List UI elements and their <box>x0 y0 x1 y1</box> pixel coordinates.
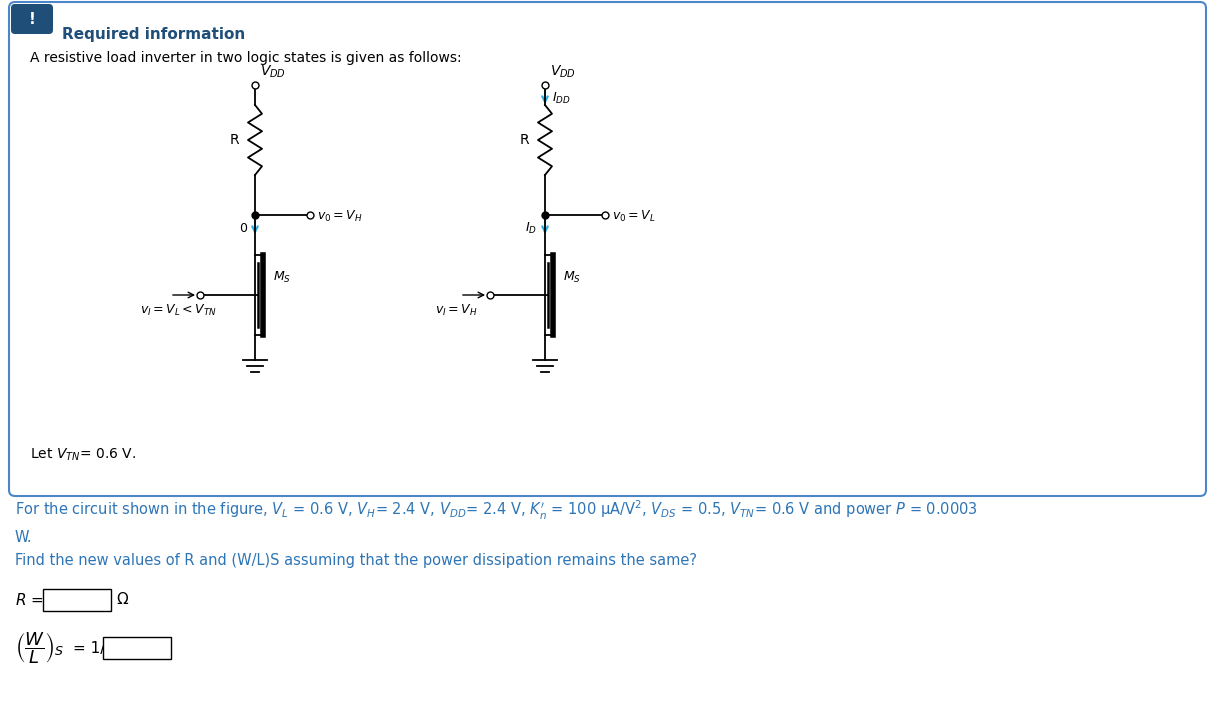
Bar <box>103 637 172 659</box>
Text: $v_I = V_H$: $v_I = V_H$ <box>434 303 477 317</box>
Text: $I_D$: $I_D$ <box>525 221 537 235</box>
Text: 0: 0 <box>239 221 247 235</box>
Text: $R$ =: $R$ = <box>15 592 44 608</box>
Text: $M_S$: $M_S$ <box>273 269 291 284</box>
Text: $v_0 = V_L$: $v_0 = V_L$ <box>612 209 656 223</box>
Text: $v_I = V_L < V_{TN}$: $v_I = V_L < V_{TN}$ <box>140 303 217 317</box>
Text: $v_0 = V_H$: $v_0 = V_H$ <box>316 209 363 223</box>
Text: Ω: Ω <box>116 592 128 607</box>
Text: $I_{DD}$: $I_{DD}$ <box>553 90 571 105</box>
Text: = 1/: = 1/ <box>73 641 106 655</box>
Text: !: ! <box>28 13 35 28</box>
Bar <box>43 589 111 611</box>
Text: $V_{DD}$: $V_{DD}$ <box>260 64 286 80</box>
Text: Let $V_{TN}$= 0.6 V.: Let $V_{TN}$= 0.6 V. <box>30 447 136 463</box>
FancyBboxPatch shape <box>9 2 1206 496</box>
Text: A resistive load inverter in two logic states is given as follows:: A resistive load inverter in two logic s… <box>30 51 461 65</box>
Text: R: R <box>520 133 529 147</box>
Text: For the circuit shown in the figure, $V_L$ = 0.6 V, $V_H$= 2.4 V, $V_{DD}$= 2.4 : For the circuit shown in the figure, $V_… <box>15 498 977 522</box>
Text: $V_{DD}$: $V_{DD}$ <box>550 64 576 80</box>
Text: Required information: Required information <box>62 26 246 42</box>
Text: $M_S$: $M_S$ <box>563 269 581 284</box>
FancyBboxPatch shape <box>11 4 54 34</box>
Text: W.: W. <box>15 530 33 544</box>
Text: R: R <box>229 133 239 147</box>
Text: $\left(\dfrac{W}{L}\right)_S$: $\left(\dfrac{W}{L}\right)_S$ <box>15 630 65 666</box>
Text: Find the new values of R and (W/L)S assuming that the power dissipation remains : Find the new values of R and (W/L)S assu… <box>15 552 697 568</box>
